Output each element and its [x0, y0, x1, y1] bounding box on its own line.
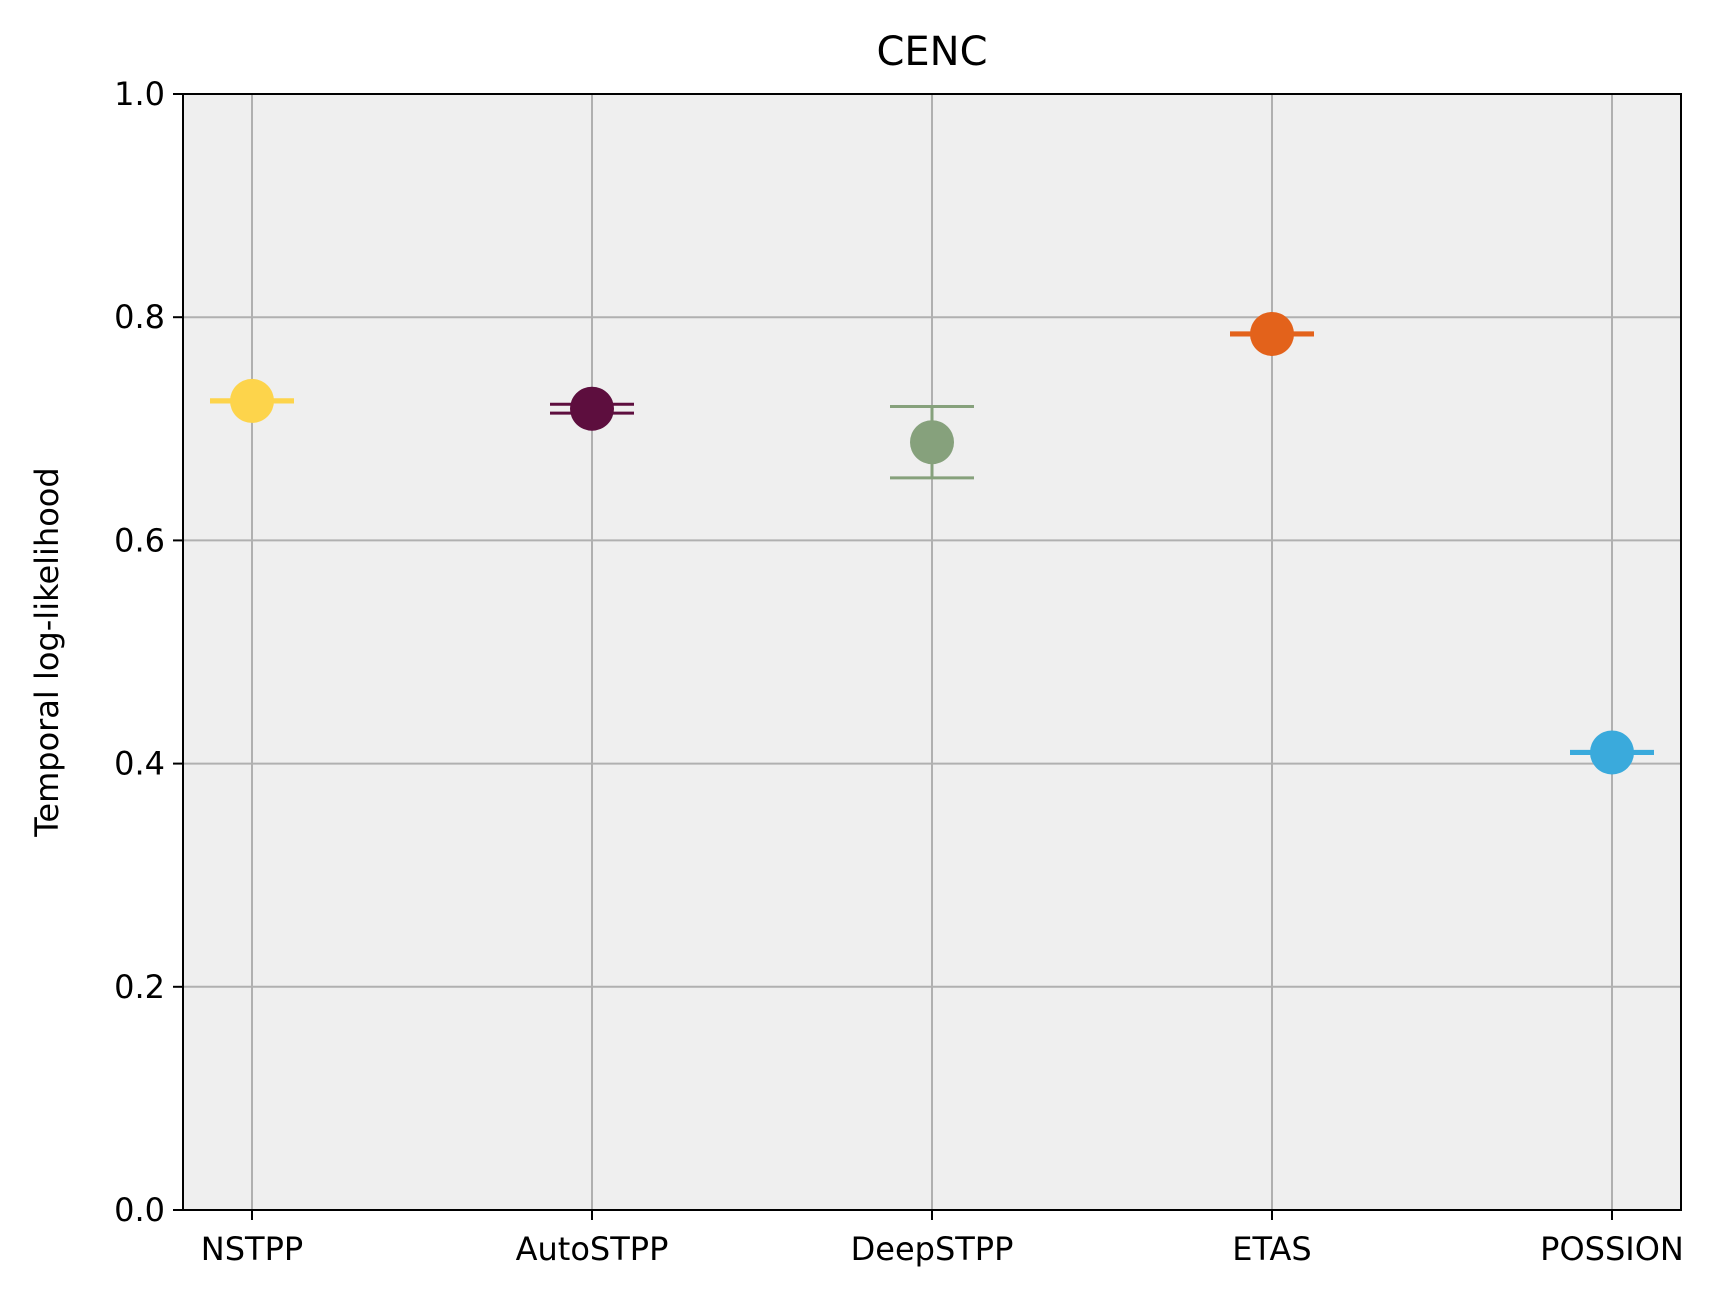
data-point — [570, 386, 614, 431]
y-tick-label: 1.0 — [114, 75, 165, 113]
data-point — [910, 420, 954, 465]
data-point — [1250, 311, 1294, 356]
data-point-group-deepstpp — [890, 404, 974, 480]
grid — [183, 94, 1681, 1210]
ticks: 0.0 0.2 0.4 0.6 0.8 1.0 NSTPP AutoSTPP DeepSTPP E… — [114, 75, 1684, 1268]
chart-title: CENC — [876, 29, 987, 75]
x-tick-label: AutoSTPP — [516, 1230, 669, 1268]
y-tick-label: 0.6 — [114, 521, 165, 559]
y-axis-label: Temporal log-likelihood — [28, 467, 66, 837]
y-tick-label: 0.8 — [114, 298, 165, 336]
y-tick-label: 0.4 — [114, 745, 165, 783]
data-point — [230, 378, 274, 423]
x-tick-label: POSSION — [1540, 1230, 1684, 1268]
data-point-group-possion — [1570, 730, 1654, 775]
data-point-group-etas — [1230, 311, 1314, 356]
data-marks — [210, 311, 1654, 775]
data-point-group-nstpp — [210, 378, 294, 423]
x-tick-label: NSTPP — [201, 1230, 303, 1268]
x-tick-label: ETAS — [1232, 1230, 1311, 1268]
y-tick-label: 0.0 — [114, 1191, 165, 1229]
data-point-group-autostpp — [550, 386, 634, 431]
y-tick-label: 0.2 — [114, 968, 165, 1006]
data-point — [1590, 730, 1634, 775]
x-tick-label: DeepSTPP — [851, 1230, 1014, 1268]
